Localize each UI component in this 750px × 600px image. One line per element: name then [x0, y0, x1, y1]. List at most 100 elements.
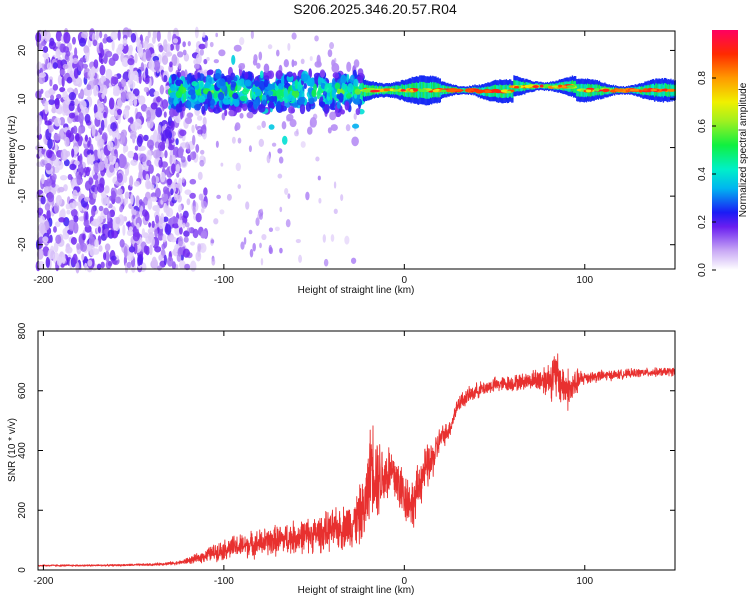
spectrogram-cell — [53, 241, 59, 253]
spectrogram-cell — [73, 215, 79, 223]
spectrogram-cell — [281, 135, 288, 145]
spectrogram-cell — [78, 202, 82, 211]
spectrogram-cell — [148, 222, 152, 228]
spectrogram-cell — [336, 88, 341, 95]
spectrogram-cell — [258, 138, 265, 148]
spectrogram-cell — [120, 78, 127, 88]
spectrogram-cell — [105, 68, 113, 80]
spectrogram-cell — [53, 226, 57, 233]
spectrogram-cell — [255, 217, 260, 227]
spectrogram-cell — [309, 56, 313, 61]
spectrogram-cell — [159, 217, 163, 225]
spectrogram-cell — [101, 92, 105, 100]
spectrogram-cell — [45, 256, 51, 269]
spectrogram-cell — [232, 92, 239, 100]
spectrogram-cell — [75, 77, 80, 85]
spectrogram-cell — [103, 228, 109, 235]
snr-y-ticks: 0 200 400 600 800 — [17, 322, 675, 573]
spectrogram-cell — [249, 248, 254, 258]
spectrogram-cell — [122, 37, 128, 47]
spectrogram-cell — [72, 253, 78, 265]
spectrogram-cell — [279, 247, 283, 254]
spectrogram-cell — [108, 128, 113, 136]
spectrogram-cell — [84, 134, 88, 142]
spectrogram-cell — [248, 145, 252, 153]
spectrogram-cell — [243, 237, 247, 245]
spectrogram-cell — [145, 173, 150, 182]
spectrogram-cell — [305, 101, 312, 112]
spectrogram-cell — [254, 80, 260, 87]
spectrogram-cell — [179, 129, 187, 137]
spectrogram-cell — [189, 260, 197, 272]
spectrogram-cell — [162, 186, 169, 195]
spectrogram-cell — [287, 193, 291, 200]
spectrogram-cell — [352, 123, 360, 129]
spectrogram-cell — [165, 138, 169, 149]
spectrogram-cell — [99, 64, 106, 76]
spectrogram-cell — [54, 97, 60, 110]
spectrogram-cell — [42, 236, 49, 243]
spectrogram-cell — [183, 236, 189, 243]
spectrogram-cell — [317, 175, 321, 181]
spectrogram-cell — [169, 91, 177, 99]
spectrogram-cell — [329, 111, 337, 121]
spectrogram-cell — [172, 38, 179, 44]
spectrogram-cell — [167, 235, 175, 241]
spectrogram-cell — [155, 187, 161, 199]
spectrogram-cell — [239, 78, 245, 87]
spectrogram-cell — [317, 76, 322, 86]
spectrogram-cell — [136, 222, 140, 230]
spectrogram-cell — [176, 36, 182, 45]
spectrogram-cell — [134, 53, 138, 64]
spectrogram-cell — [268, 95, 276, 103]
spectrogram-cell — [55, 30, 63, 42]
spectrogram-cell — [159, 84, 165, 95]
spectrogram-cell — [182, 222, 186, 229]
spectrogram-cell — [181, 177, 185, 184]
spectrogram-cell — [38, 215, 46, 224]
spectrogram-cell — [175, 138, 179, 146]
spectrogram-cell — [97, 102, 105, 113]
spectrogram-cell — [77, 162, 84, 174]
spectrogram-cell — [267, 44, 273, 50]
spectrogram-cell — [93, 103, 98, 115]
spectrogram-cell — [116, 188, 123, 196]
spectrogram-cell — [50, 94, 55, 101]
spectrogram-cell — [163, 111, 167, 118]
spectrogram-cell — [66, 87, 74, 93]
spectrogram-cell — [173, 216, 178, 224]
spectrogram-cell — [196, 115, 203, 121]
spectrogram-cell — [353, 78, 359, 87]
spectrogram-cell — [74, 160, 80, 166]
spectrogram-cell — [111, 40, 115, 52]
spectrogram-cell — [83, 196, 90, 202]
spectrogram-cell — [150, 196, 158, 202]
spectrogram-cell — [70, 237, 77, 245]
spectrogram-cell — [62, 232, 70, 240]
spectrogram-cell — [346, 61, 352, 72]
spectrogram-cell — [172, 222, 180, 229]
spectrogram-cell — [77, 59, 84, 72]
spectrogram-cell — [114, 137, 118, 147]
spectrogram-cell — [144, 76, 150, 85]
spectrogram-cell — [37, 207, 44, 216]
spectrogram-cell — [217, 91, 225, 101]
spectrogram-cell — [231, 136, 236, 144]
spectrogram-cell — [224, 109, 228, 117]
spectrogram-cell — [197, 95, 206, 103]
spectrogram-cell — [275, 101, 281, 113]
spectrogram-cell — [87, 39, 92, 48]
spectrogram-cell — [150, 102, 158, 110]
spectrogram-cell — [153, 149, 160, 159]
spectrogram-cell — [242, 103, 248, 112]
spectrogram-cell — [163, 202, 168, 213]
colorbar-ticks: 0.0 0.2 0.4 0.6 0.8 — [697, 71, 716, 277]
spectrogram-cell — [68, 219, 76, 232]
spectrogram-cell — [49, 79, 53, 87]
spectrogram-cell — [202, 31, 206, 38]
spectrogram-cell — [155, 107, 163, 118]
spectrogram-cell — [171, 163, 176, 174]
spectrogram-cell — [130, 122, 136, 131]
spectrogram-cell — [153, 90, 160, 98]
spectrogram-cell — [280, 75, 285, 87]
